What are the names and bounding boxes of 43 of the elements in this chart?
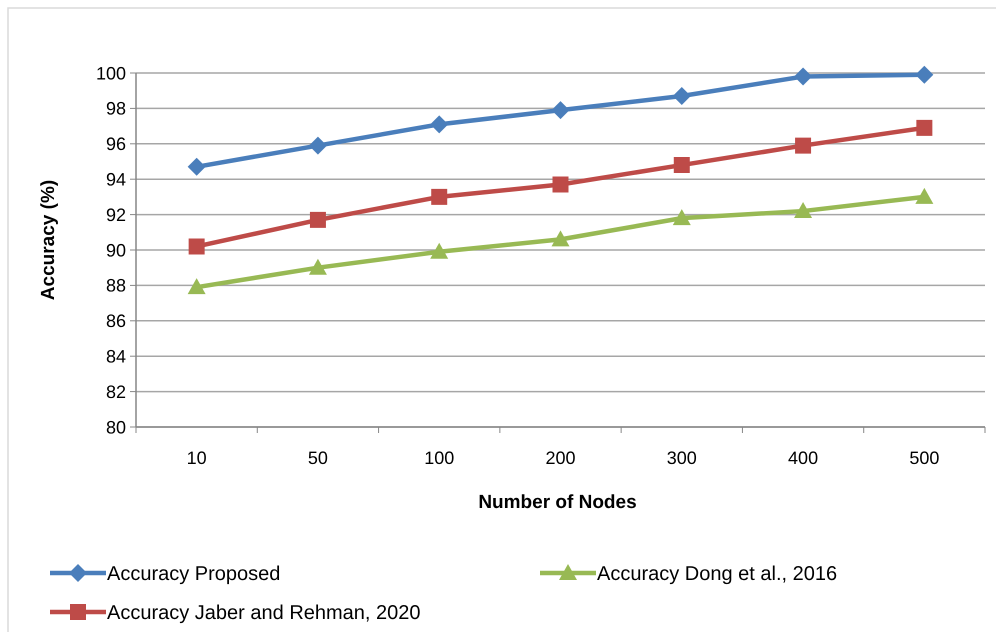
- point: [794, 202, 812, 218]
- y-tick-label: 100: [96, 63, 126, 84]
- point: [795, 138, 812, 154]
- point: [308, 258, 327, 275]
- x-tick-label: 400: [788, 448, 818, 468]
- y-tick-label: 90: [106, 240, 126, 260]
- point: [310, 212, 326, 228]
- y-tick-label: 80: [106, 417, 126, 438]
- point: [552, 230, 570, 246]
- point: [430, 242, 448, 259]
- y-axis-title: Accuracy (%): [38, 180, 59, 300]
- x-tick-label: 100: [424, 448, 454, 468]
- point: [430, 115, 448, 134]
- point: [672, 209, 691, 226]
- x-tick-label: 10: [186, 448, 207, 468]
- point: [916, 120, 932, 136]
- point: [188, 238, 205, 254]
- x-axis-title: Number of Nodes: [478, 492, 637, 513]
- legend-label: Accuracy Dong et al., 2016: [597, 563, 838, 585]
- y-tick-label: 92: [106, 204, 126, 225]
- point: [308, 136, 327, 155]
- point: [552, 176, 568, 193]
- point: [672, 87, 691, 106]
- point: [431, 188, 448, 205]
- y-tick-label: 86: [106, 311, 126, 332]
- y-tick-label: 88: [106, 276, 126, 296]
- point: [552, 101, 570, 120]
- point: [915, 66, 934, 84]
- y-tick-label: 98: [106, 98, 126, 119]
- legend-label: Accuracy Proposed: [107, 563, 280, 585]
- y-tick-label: 82: [106, 382, 126, 402]
- y-tick-label: 96: [106, 134, 126, 154]
- point: [188, 278, 206, 294]
- x-tick-label: 300: [666, 448, 697, 468]
- x-tick-label: 50: [308, 448, 328, 468]
- point: [674, 157, 690, 174]
- point: [188, 158, 206, 176]
- x-tick-label: 500: [909, 448, 940, 468]
- x-tick-label: 200: [545, 448, 576, 468]
- y-tick-label: 94: [106, 170, 126, 190]
- y-tick-label: 84: [106, 346, 126, 366]
- legend-label: Accuracy Jaber and Rehman, 2020: [107, 602, 421, 624]
- point: [915, 188, 934, 204]
